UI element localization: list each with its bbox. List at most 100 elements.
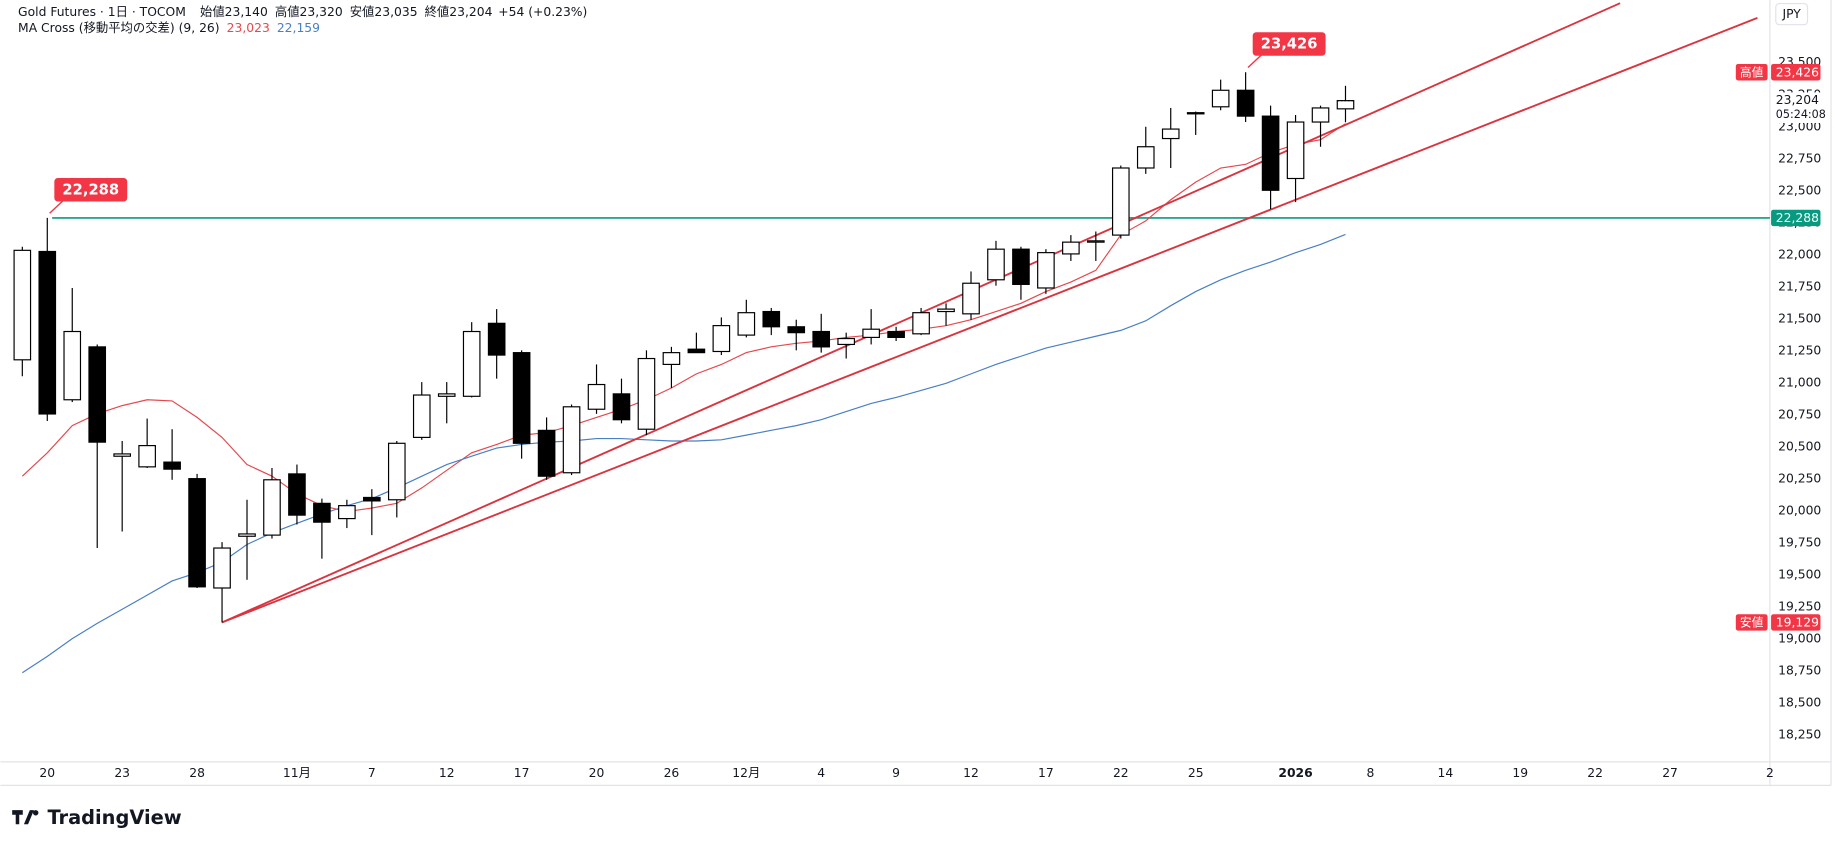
stat-value: 23,035 bbox=[374, 4, 417, 18]
y-tick-label: 22,750 bbox=[1778, 151, 1821, 165]
x-tick-label: 9 bbox=[892, 766, 900, 780]
candle-body bbox=[1087, 240, 1105, 243]
price-badge bbox=[1771, 614, 1821, 631]
candle-body bbox=[587, 383, 606, 410]
symbol: Gold Futures · 1日 · TOCOM bbox=[18, 4, 186, 18]
candle-body bbox=[63, 330, 82, 401]
candle-body bbox=[1186, 112, 1205, 115]
price-badge-label: 22,288 bbox=[1776, 211, 1819, 225]
x-tick-label: 22 bbox=[1587, 766, 1603, 780]
x-tick-label: 17 bbox=[1038, 766, 1054, 780]
candle-body bbox=[1261, 115, 1280, 191]
last-price-label: 23,204 bbox=[1776, 93, 1819, 107]
badge-tag: 高値 bbox=[1740, 65, 1764, 79]
candle-body bbox=[163, 461, 181, 470]
candle-body bbox=[637, 357, 656, 430]
y-tick-label: 20,750 bbox=[1778, 407, 1821, 421]
y-tick-label: 20,500 bbox=[1778, 439, 1821, 453]
trend-line bbox=[221, 17, 1758, 624]
stat-value: 23,320 bbox=[300, 4, 343, 18]
candle-body bbox=[38, 250, 57, 415]
candle-body bbox=[138, 445, 156, 468]
indicator-line: MA Cross (移動平均の交差) (9, 26) 23,023 22,159 bbox=[18, 20, 320, 35]
x-tick-label: 23 bbox=[114, 766, 130, 780]
x-tick-label: 2026 bbox=[1278, 766, 1312, 780]
x-tick-label: 20 bbox=[39, 766, 55, 780]
x-tick-label: 28 bbox=[189, 766, 205, 780]
candle-body bbox=[1336, 100, 1355, 110]
indicator-name: MA Cross (移動平均の交差) (9, 26) bbox=[18, 20, 220, 35]
candle-body bbox=[562, 406, 581, 474]
x-tick-label: 12 bbox=[439, 766, 455, 780]
callout-box bbox=[54, 177, 128, 202]
candle-body bbox=[1236, 89, 1255, 117]
candle-body bbox=[1211, 89, 1230, 108]
candle-body bbox=[937, 308, 955, 313]
x-tick-label: 19 bbox=[1512, 766, 1528, 780]
indicator-value: 22,159 bbox=[277, 21, 320, 35]
y-tick-label: 19,750 bbox=[1778, 535, 1821, 549]
y-tick-label: 18,750 bbox=[1778, 663, 1821, 677]
x-tick-label: 2 bbox=[1766, 766, 1774, 780]
change: +54 (+0.23%) bbox=[498, 4, 587, 18]
y-tick-label: 21,250 bbox=[1778, 343, 1821, 357]
candle-body bbox=[113, 453, 131, 457]
candle-body bbox=[412, 394, 431, 438]
candle-body bbox=[787, 326, 806, 334]
candle-body bbox=[462, 330, 481, 397]
candle-body bbox=[1037, 252, 1055, 289]
candle-body bbox=[1136, 146, 1155, 169]
y-tick-label: 19,500 bbox=[1778, 567, 1821, 581]
brand-icon bbox=[12, 810, 39, 825]
candle-body bbox=[762, 310, 781, 328]
candle-body bbox=[363, 496, 381, 502]
candle-body bbox=[238, 533, 256, 537]
x-tick-label: 26 bbox=[664, 766, 680, 780]
badge-tag-box bbox=[1735, 614, 1768, 631]
y-tick-label: 18,500 bbox=[1778, 695, 1821, 709]
stat-label: 終値 bbox=[425, 3, 450, 18]
callout-label: 23,426 bbox=[1261, 36, 1318, 53]
overlay: Gold Futures · 1日 · TOCOM 始値23,140 高値23,32… bbox=[12, 2, 1809, 829]
candle-body bbox=[662, 352, 681, 366]
y-tick-label: 20,000 bbox=[1778, 503, 1821, 517]
indicator-value: 23,023 bbox=[227, 21, 270, 35]
candle-body bbox=[1286, 121, 1305, 180]
x-tick-label: 12 bbox=[963, 766, 979, 780]
currency: JPY bbox=[1781, 7, 1801, 21]
brand-name: TradingView bbox=[47, 806, 181, 829]
y-tick-label: 22,000 bbox=[1778, 247, 1821, 261]
y-tick-label: 19,250 bbox=[1778, 599, 1821, 613]
plot-area: 18,250 18,500 18,750 19,000 19,250 19,500 19,7… bbox=[13, 2, 1826, 780]
candle-body bbox=[213, 547, 231, 589]
candle-body bbox=[612, 393, 631, 421]
x-tick-label: 20 bbox=[589, 766, 605, 780]
price-badge-label: 19,129 bbox=[1776, 616, 1819, 630]
y-tick-label: 20,250 bbox=[1778, 471, 1821, 485]
x-tick-label: 17 bbox=[514, 766, 530, 780]
candle-body bbox=[862, 328, 880, 338]
candle-body bbox=[1111, 167, 1130, 236]
x-tick-label: 8 bbox=[1367, 766, 1375, 780]
x-tick-label: 4 bbox=[817, 766, 825, 780]
y-tick-label: 18,250 bbox=[1778, 727, 1821, 741]
y-tick-label: 19,000 bbox=[1778, 631, 1821, 645]
candle-body bbox=[912, 312, 930, 335]
candle-body bbox=[1161, 128, 1180, 140]
candle-body bbox=[13, 249, 32, 361]
brand-logo: TradingView bbox=[12, 806, 182, 829]
candle-body bbox=[1062, 241, 1080, 255]
x-tick-label: 14 bbox=[1438, 766, 1454, 780]
last-price-badge bbox=[1771, 92, 1826, 123]
stat-label: 高値 bbox=[275, 3, 300, 18]
stat-value: 23,204 bbox=[449, 4, 492, 18]
y-tick-label: 22,500 bbox=[1778, 183, 1821, 197]
candle-body bbox=[887, 330, 905, 338]
candle-body bbox=[512, 352, 531, 444]
badge-tag: 安値 bbox=[1740, 616, 1764, 630]
candle-body bbox=[537, 429, 556, 477]
candle-body bbox=[1311, 107, 1330, 123]
x-tick-label: 27 bbox=[1662, 766, 1678, 780]
